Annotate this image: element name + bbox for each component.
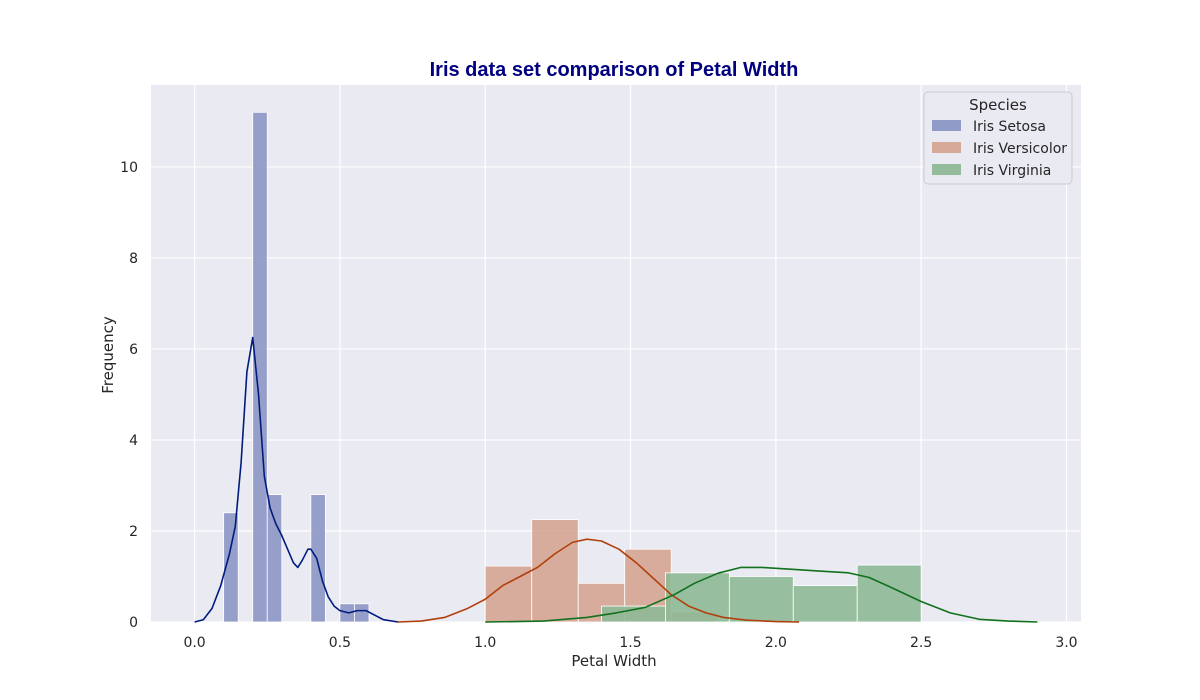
histogram-bars [223, 111, 922, 623]
y-tick-label: 4 [129, 433, 138, 449]
legend-swatch [932, 164, 961, 175]
x-axis-ticks: 0.0 0.5 1.0 1.5 2.0 2.5 3.0 [183, 635, 1077, 651]
kde-line-iris-setosa [194, 336, 399, 623]
bar-iris-virginia [728, 576, 794, 623]
bar-iris-setosa [223, 512, 239, 623]
y-axis-ticks: 0 2 4 6 8 10 [120, 160, 138, 631]
y-tick-label: 2 [129, 524, 138, 540]
x-tick-label: 0.5 [329, 635, 351, 651]
x-tick-label: 1.5 [619, 635, 641, 651]
x-tick-label: 1.0 [474, 635, 496, 651]
bar-iris-virginia [792, 585, 858, 623]
chart-title: Iris data set comparison of Petal Width [430, 59, 799, 81]
kde-curves [194, 336, 1038, 623]
y-tick-label: 6 [129, 342, 138, 358]
kde-line-iris-versicolor [397, 538, 800, 623]
bar-iris-setosa [252, 111, 268, 623]
y-tick-label: 8 [129, 251, 138, 267]
x-tick-label: 3.0 [1055, 635, 1077, 651]
bar-iris-setosa [310, 494, 326, 623]
bar-iris-setosa [354, 603, 370, 623]
legend-box [923, 91, 1073, 185]
x-axis-label: Petal Width [571, 652, 656, 670]
x-tick-label: 2.0 [765, 635, 787, 651]
kde-line-iris-virginia [485, 566, 1038, 623]
bar-iris-setosa [266, 494, 283, 623]
bar-iris-virginia [856, 564, 922, 623]
legend-swatch [932, 120, 961, 131]
legend: Species Iris Setosa Iris Versicolor Iris V… [923, 91, 1073, 185]
bar-iris-versicolor [531, 519, 579, 623]
legend-label: Iris Setosa [973, 119, 1046, 135]
y-tick-label: 0 [129, 615, 138, 631]
legend-swatch [932, 142, 961, 153]
y-axis-label: Frequency [99, 316, 117, 394]
legend-title: Species [969, 96, 1027, 114]
grid [151, 85, 1081, 623]
legend-items: Iris Setosa Iris Versicolor Iris Virginia [932, 119, 1067, 179]
y-tick-label: 10 [120, 160, 138, 176]
x-tick-label: 2.5 [910, 635, 932, 651]
x-tick-label: 0.0 [183, 635, 205, 651]
legend-label: Iris Virginia [973, 163, 1051, 179]
legend-label: Iris Versicolor [973, 141, 1067, 157]
